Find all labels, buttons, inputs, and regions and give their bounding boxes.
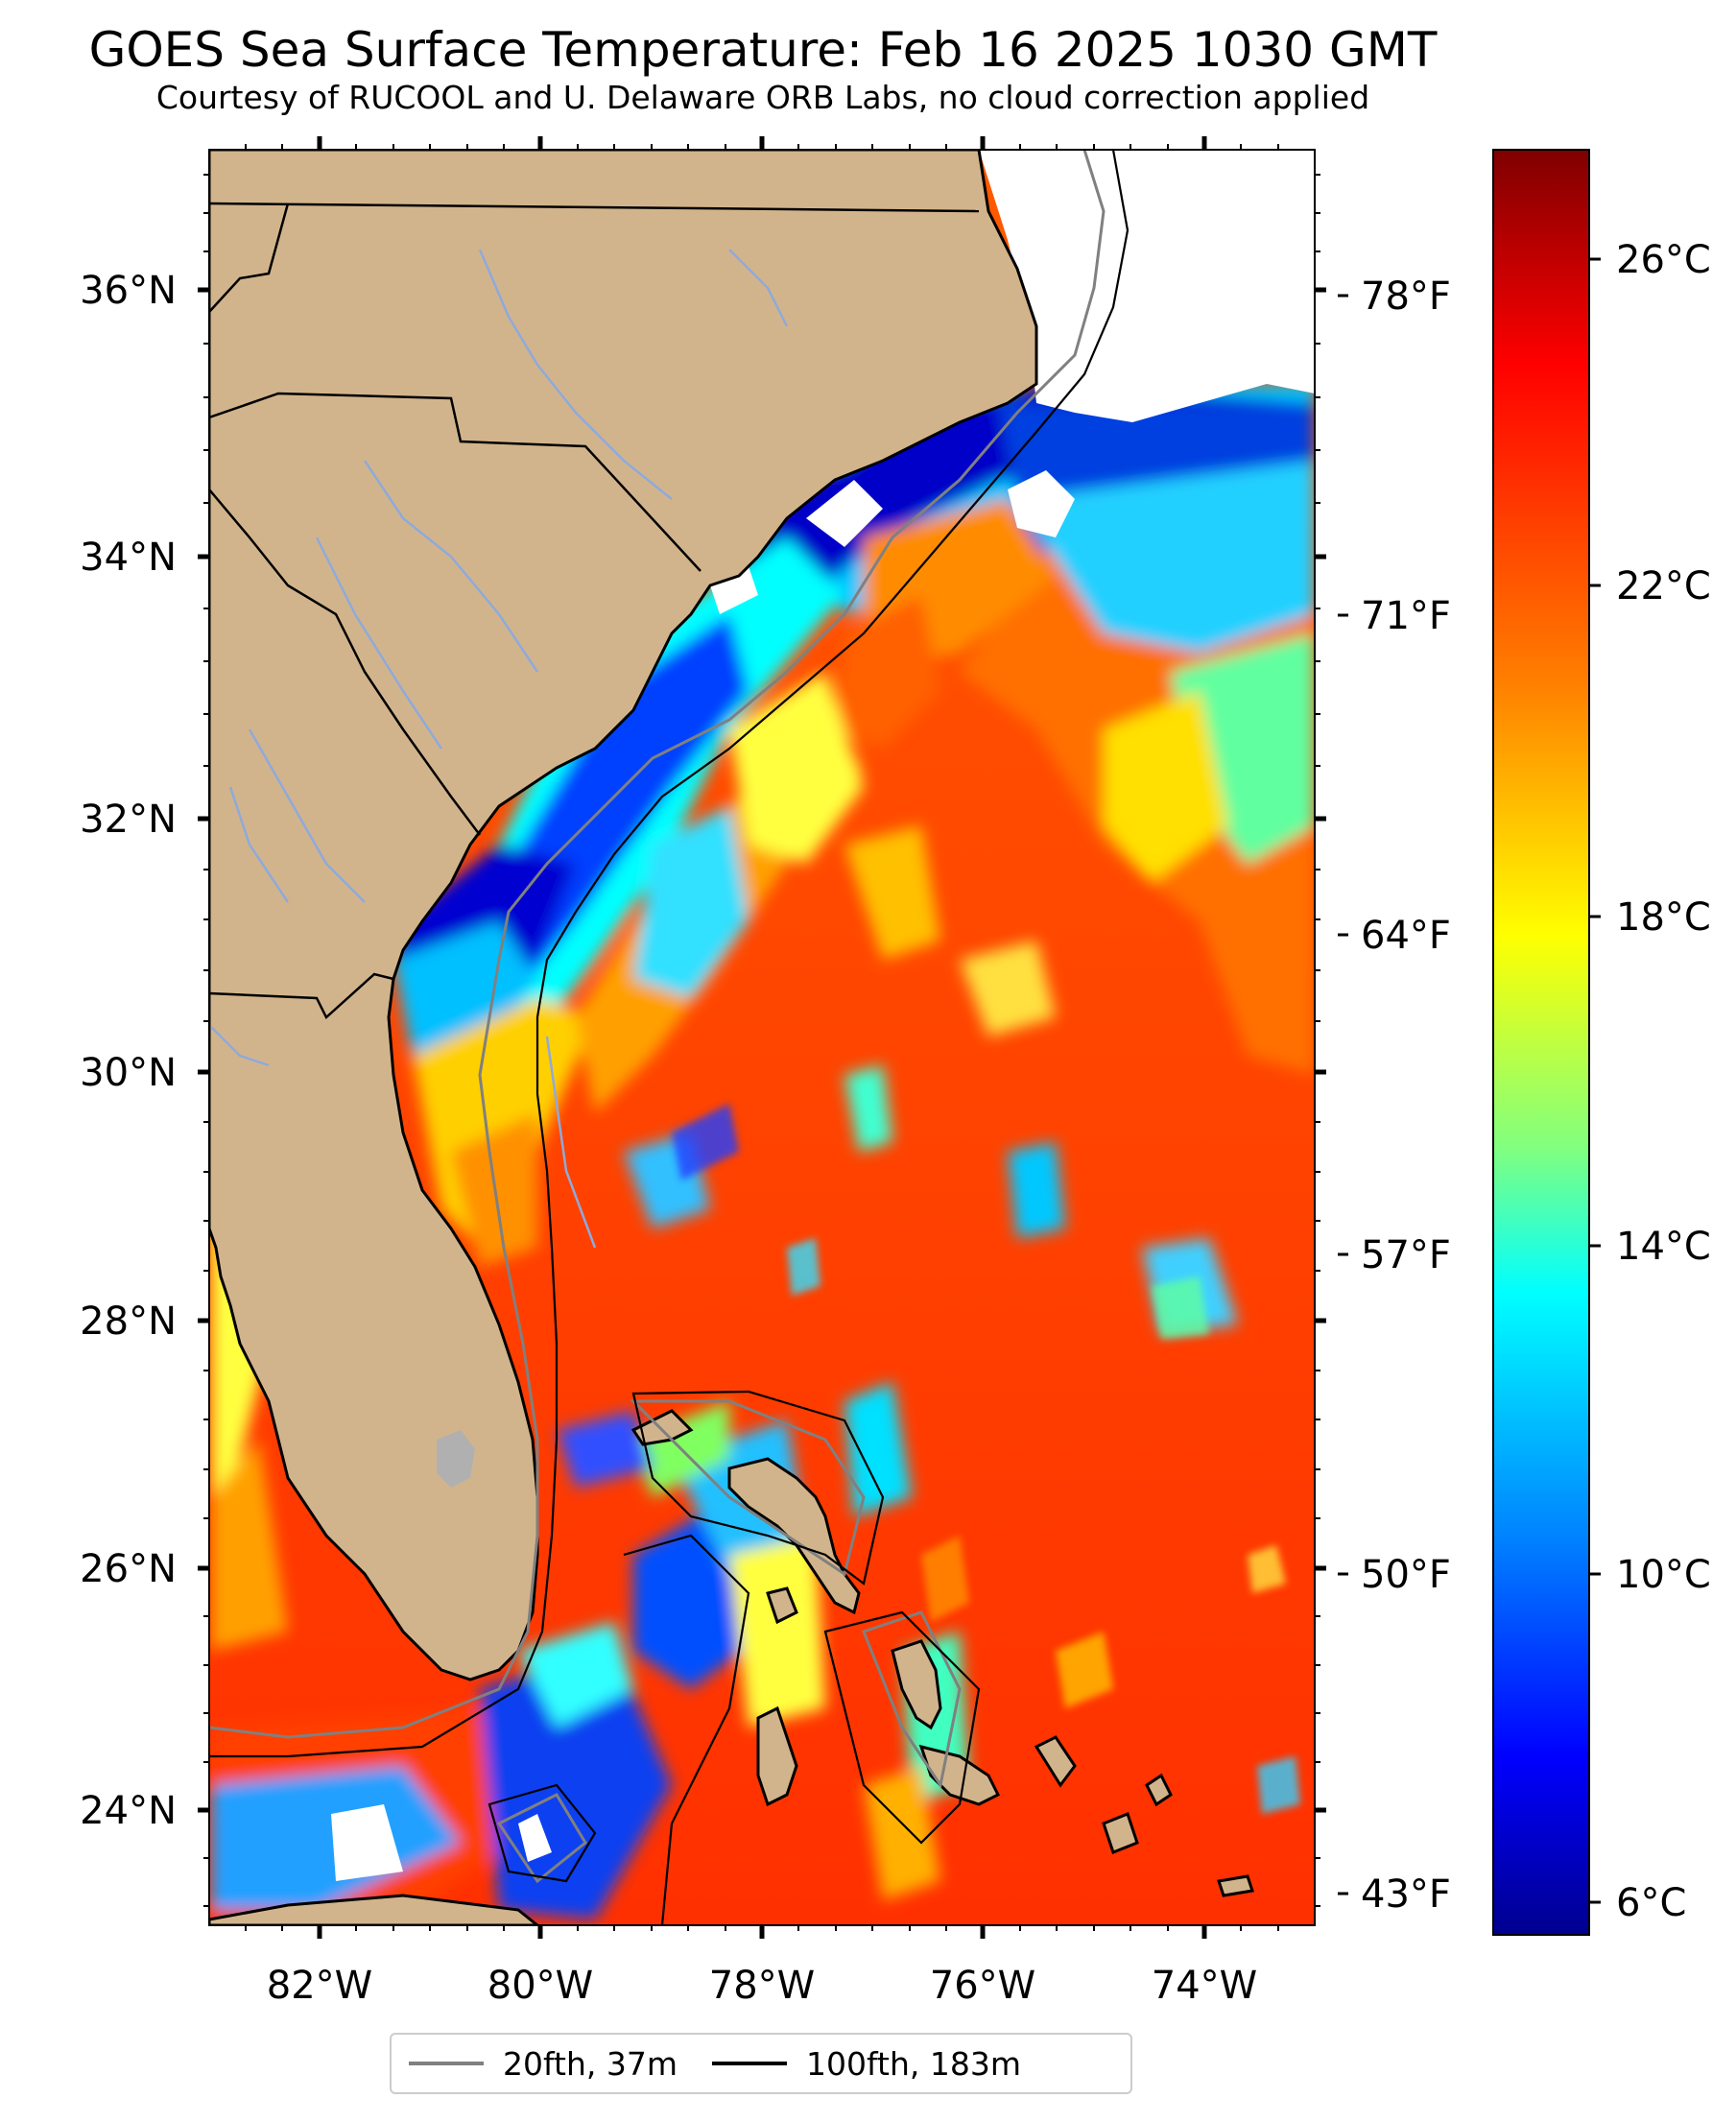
lat-label: 26°N xyxy=(80,1547,177,1591)
land-cuba xyxy=(209,1894,540,1925)
colorbar-label: 6°C xyxy=(1616,1881,1686,1925)
colorbar: 26°C 22°C 18°C 14°C 10°C 6°C xyxy=(1492,149,1711,1936)
f-label: 78°F xyxy=(1361,274,1451,319)
lon-labels: 82°W 80°W 78°W 76°W 74°W xyxy=(267,1964,1257,2008)
lake-okeechobee xyxy=(437,1430,475,1488)
colorbar-gradient xyxy=(1492,149,1590,1936)
lon-label: 78°W xyxy=(709,1964,815,2008)
legend-line-black xyxy=(712,2062,787,2065)
lon-label: 82°W xyxy=(267,1964,372,2008)
sst-patches xyxy=(211,384,1315,1919)
no-data-areas xyxy=(331,150,1315,1881)
rivers xyxy=(210,249,789,1249)
state-borders xyxy=(209,202,980,1020)
lat-label: 28°N xyxy=(80,1299,177,1344)
lat-label: 24°N xyxy=(80,1789,177,1833)
sst-streaks xyxy=(672,1104,1300,1814)
isobath-100fth xyxy=(209,150,1130,1925)
f-label: 43°F xyxy=(1361,1872,1451,1917)
land-southeast-us xyxy=(209,150,1038,1681)
fahrenheit-labels: 78°F 71°F 64°F 57°F 50°F 43°F xyxy=(1361,274,1451,1917)
lat-ticks-right xyxy=(1315,287,1326,1813)
legend-label: 100fth, 183m xyxy=(806,2044,1021,2083)
lat-labels: 36°N 34°N 32°N 30°N 28°N 26°N 24°N xyxy=(80,269,177,1833)
fahrenheit-ticks xyxy=(1338,294,1348,1895)
f-label: 64°F xyxy=(1361,914,1451,958)
legend-label: 20fth, 37m xyxy=(503,2044,678,2083)
colorbar-label: 14°C xyxy=(1616,1225,1711,1269)
legend-line-gray xyxy=(409,2062,484,2065)
colorbar-label: 26°C xyxy=(1616,238,1711,282)
lon-ticks xyxy=(317,136,1207,1939)
isobath-20fth xyxy=(209,150,1106,1884)
legend: 20fth, 37m 100fth, 183m xyxy=(390,2033,1132,2094)
colorbar-label: 22°C xyxy=(1616,564,1711,608)
lat-ticks-left xyxy=(198,287,209,1813)
legend-item-100fth: 100fth, 183m xyxy=(712,2045,1021,2083)
f-label: 57°F xyxy=(1361,1233,1451,1277)
lon-label: 74°W xyxy=(1152,1964,1257,2008)
f-label: 71°F xyxy=(1361,594,1451,638)
lat-label: 36°N xyxy=(80,269,177,313)
map-subtitle: Courtesy of RUCOOL and U. Delaware ORB L… xyxy=(155,79,1370,116)
map-title: GOES Sea Surface Temperature: Feb 16 202… xyxy=(88,22,1438,78)
lat-label: 30°N xyxy=(80,1051,177,1095)
legend-item-20fth: 20fth, 37m xyxy=(409,2045,678,2083)
minor-ticks xyxy=(203,144,1320,1931)
lat-label: 34°N xyxy=(80,536,177,580)
lat-label: 32°N xyxy=(80,798,177,842)
map-panel xyxy=(209,150,1315,1925)
f-label: 50°F xyxy=(1361,1553,1451,1597)
lon-label: 76°W xyxy=(930,1964,1035,2008)
bahamas-islands xyxy=(630,1409,1254,1897)
colorbar-label: 10°C xyxy=(1616,1553,1711,1597)
colorbar-label: 18°C xyxy=(1616,895,1711,940)
lon-label: 80°W xyxy=(488,1964,593,2008)
